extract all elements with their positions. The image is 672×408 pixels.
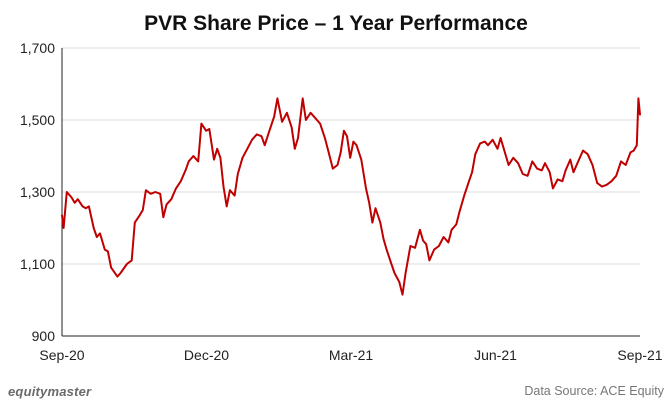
x-tick-labels: Sep-20 Dec-20 Mar-21 Jun-21 Sep-21: [39, 347, 662, 363]
axes: [61, 48, 640, 337]
y-tick-label: 1,300: [20, 184, 55, 200]
share-price-line: [61, 97, 641, 296]
x-tick-label: Sep-21: [617, 347, 662, 363]
x-tick-label: Sep-20: [39, 347, 84, 363]
x-tick-label: Mar-21: [329, 347, 374, 363]
x-tick-label: Jun-21: [474, 347, 517, 363]
y-tick-labels: 900 1,100 1,300 1,500 1,700: [20, 40, 55, 344]
y-tick-label: 1,700: [20, 40, 55, 56]
gridlines: [62, 47, 640, 265]
chart-title: PVR Share Price – 1 Year Performance: [144, 12, 528, 35]
y-tick-label: 1,100: [20, 256, 55, 272]
series-group: [61, 97, 641, 296]
y-tick-label: 900: [32, 328, 56, 344]
equitymaster-logo: equitymaster: [8, 384, 92, 399]
y-tick-label: 1,500: [20, 112, 55, 128]
x-tick-label: Dec-20: [184, 347, 229, 363]
data-source-note: Data Source: ACE Equity: [524, 384, 664, 398]
